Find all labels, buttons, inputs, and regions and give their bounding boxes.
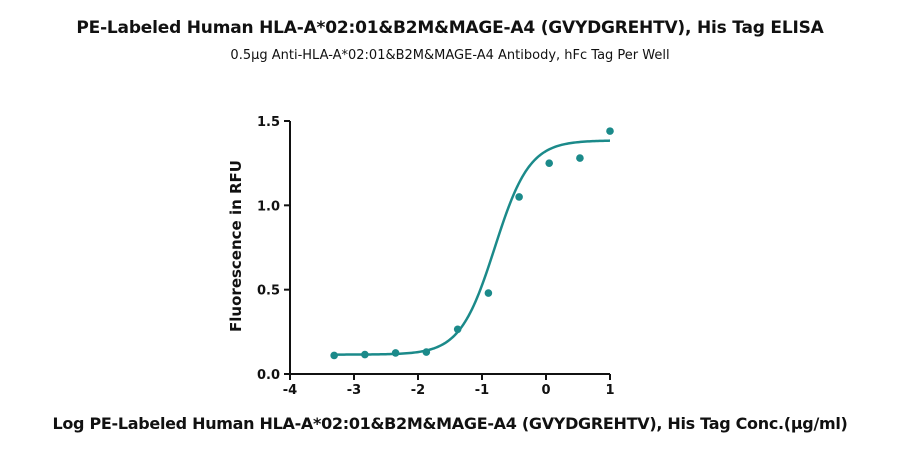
data-point (576, 154, 584, 162)
y-tick-label: 0.5 (257, 284, 280, 299)
data-point (361, 350, 369, 359)
data-point (606, 127, 614, 135)
data-point (515, 193, 523, 201)
ticks: -4 -3 -2 -1 0 1 0.0 0.5 1.0 1.5 (257, 115, 615, 398)
data-point (330, 351, 338, 360)
x-tick-label: 0 (541, 383, 550, 398)
x-tick-label: -3 (347, 383, 361, 398)
data-point (422, 348, 431, 356)
data-point (453, 325, 462, 334)
x-tick-label: -1 (475, 383, 489, 398)
axes (289, 121, 610, 375)
data-point (484, 289, 493, 297)
y-tick-label: 0.0 (257, 368, 280, 383)
chart-title: PE-Labeled Human HLA-A*02:01&B2M&MAGE-A4… (76, 18, 824, 38)
x-tick-label: 1 (605, 383, 614, 398)
data-point (545, 159, 553, 167)
y-tick-label: 1.5 (257, 115, 280, 130)
x-axis-label: Log PE-Labeled Human HLA-A*02:01&B2M&MAG… (52, 414, 848, 433)
data-points (330, 127, 614, 360)
x-tick-label: -2 (411, 383, 425, 398)
fit-curve (334, 139, 611, 356)
data-point (391, 349, 400, 357)
x-tick-label: -4 (283, 383, 297, 398)
y-axis-label: Fluorescence in RFU (227, 160, 245, 332)
y-tick-label: 1.0 (257, 199, 280, 214)
chart-subtitle: 0.5μg Anti-HLA-A*02:01&B2M&MAGE-A4 Antib… (230, 48, 670, 63)
